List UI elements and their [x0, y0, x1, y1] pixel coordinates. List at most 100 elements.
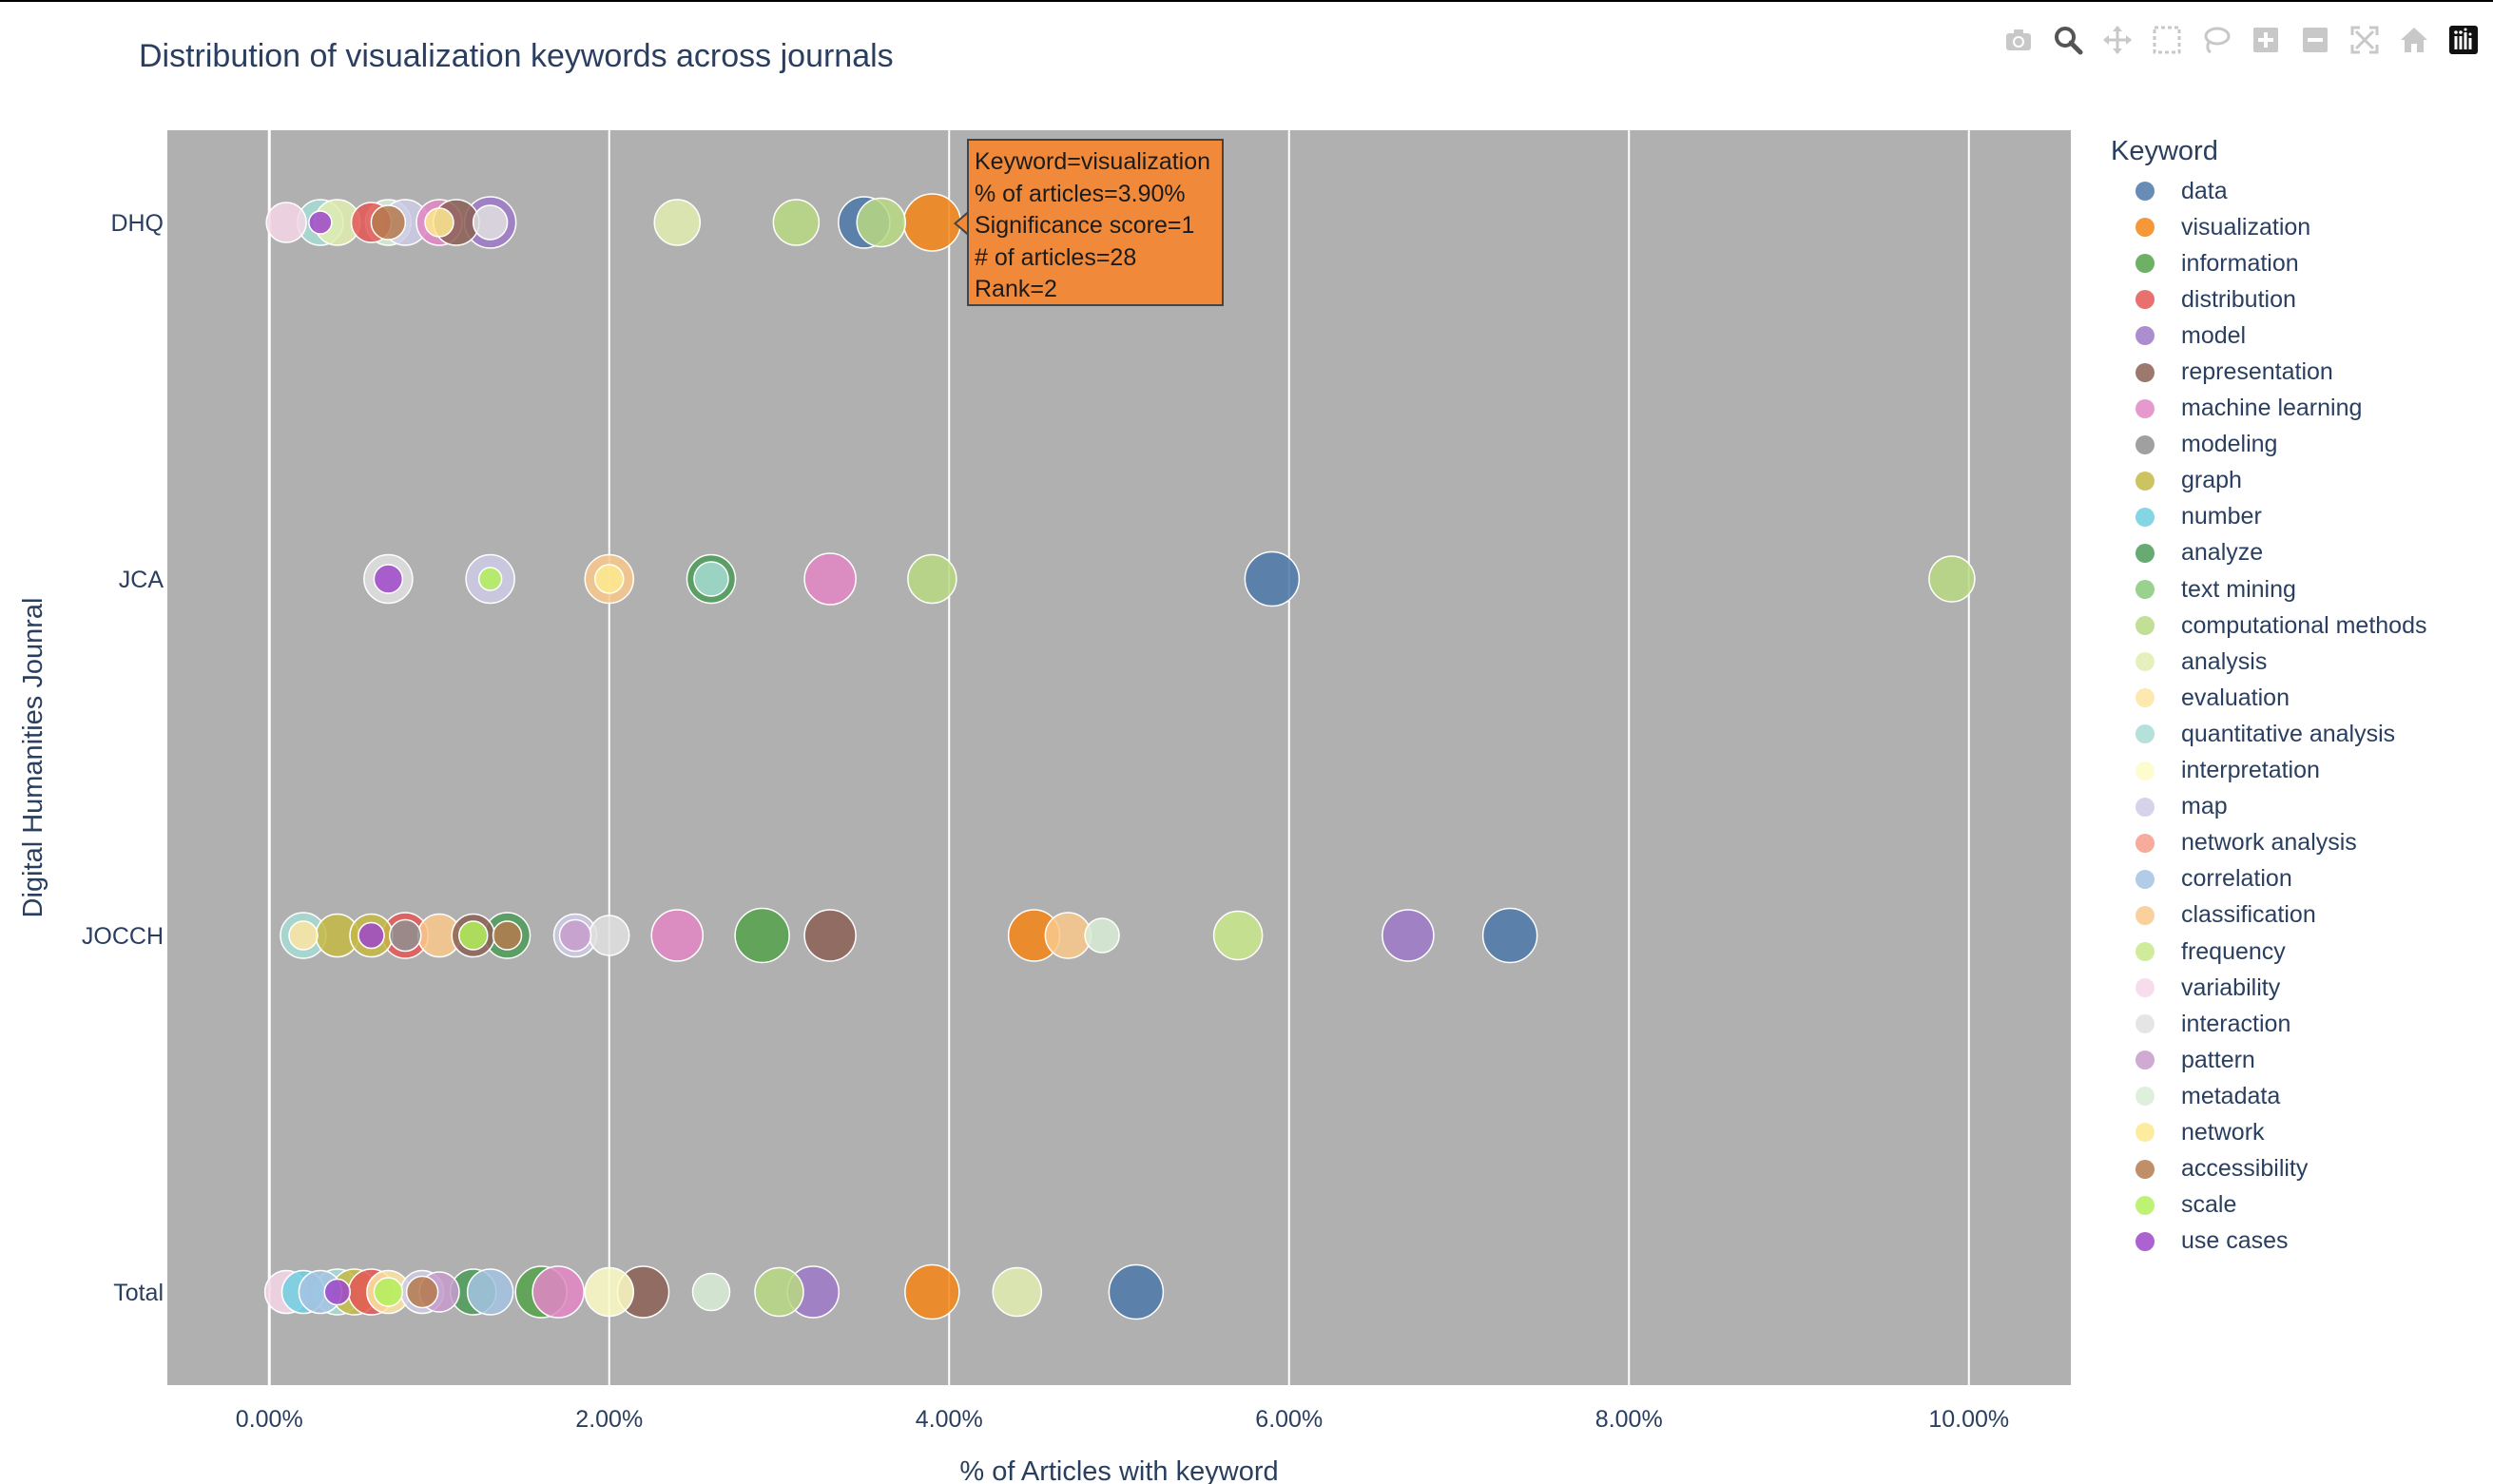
legend-item[interactable]: network: [2111, 1114, 2426, 1150]
data-point[interactable]: [1382, 909, 1435, 962]
legend-item[interactable]: map: [2111, 789, 2426, 825]
data-point[interactable]: [405, 1275, 439, 1309]
data-point[interactable]: [370, 204, 407, 241]
legend-label: pattern: [2181, 1046, 2255, 1073]
legend-item[interactable]: metadata: [2111, 1078, 2426, 1114]
data-point[interactable]: [754, 1266, 804, 1318]
legend-item[interactable]: correlation: [2111, 861, 2426, 897]
legend-marker: [2135, 688, 2155, 708]
legend-item[interactable]: information: [2111, 245, 2426, 281]
data-point[interactable]: [531, 1265, 585, 1319]
data-point[interactable]: [904, 1263, 960, 1320]
legend-item[interactable]: variability: [2111, 970, 2426, 1006]
x-tick-label: 4.00%: [916, 1406, 983, 1433]
data-point[interactable]: [734, 907, 790, 964]
legend-label: map: [2181, 793, 2228, 820]
data-point[interactable]: [691, 1272, 731, 1312]
data-point[interactable]: [424, 207, 454, 238]
legend-item[interactable]: representation: [2111, 354, 2426, 390]
legend-item[interactable]: interpretation: [2111, 753, 2426, 789]
legend-item[interactable]: interaction: [2111, 1006, 2426, 1042]
legend-label: distribution: [2181, 285, 2296, 313]
data-point[interactable]: [907, 553, 957, 605]
data-point[interactable]: [803, 909, 857, 962]
legend-marker: [2135, 652, 2155, 672]
home-icon[interactable]: [2396, 22, 2432, 58]
legend-item[interactable]: computational methods: [2111, 607, 2426, 644]
data-point[interactable]: [589, 915, 630, 956]
plotly-logo-icon[interactable]: [2445, 22, 2482, 58]
y-axis-label: Digital Humanities Jounral: [18, 598, 48, 918]
legend-item[interactable]: distribution: [2111, 281, 2426, 318]
legend-item[interactable]: analysis: [2111, 644, 2426, 680]
data-point[interactable]: [653, 199, 701, 246]
data-point[interactable]: [693, 561, 729, 597]
data-point[interactable]: [1212, 910, 1264, 961]
x-tick-label: 0.00%: [236, 1406, 303, 1433]
legend-item[interactable]: analyze: [2111, 535, 2426, 571]
data-point[interactable]: [803, 552, 857, 606]
data-point[interactable]: [1481, 907, 1538, 964]
data-point[interactable]: [856, 197, 906, 248]
data-point[interactable]: [373, 564, 404, 594]
legend-marker: [2135, 1195, 2155, 1215]
legend-item[interactable]: pattern: [2111, 1042, 2426, 1078]
legend-item[interactable]: graph: [2111, 463, 2426, 499]
y-tick-label: DHQ: [110, 210, 164, 237]
plot-area[interactable]: [167, 130, 2071, 1385]
zoom-out-icon[interactable]: [2297, 22, 2333, 58]
legend-item[interactable]: data: [2111, 173, 2426, 209]
data-point[interactable]: [1928, 555, 1976, 603]
zoom-icon[interactable]: [2050, 22, 2086, 58]
data-point[interactable]: [1044, 912, 1092, 959]
legend-item[interactable]: quantitative analysis: [2111, 716, 2426, 752]
data-point[interactable]: [466, 1268, 514, 1316]
data-point[interactable]: [650, 909, 704, 962]
data-point[interactable]: [902, 193, 962, 252]
data-point[interactable]: [472, 204, 509, 241]
legend-item[interactable]: accessibility: [2111, 1151, 2426, 1187]
legend-item[interactable]: modeling: [2111, 427, 2426, 463]
pan-icon[interactable]: [2099, 22, 2135, 58]
legend-item[interactable]: classification: [2111, 897, 2426, 934]
legend-item[interactable]: network analysis: [2111, 825, 2426, 861]
data-point[interactable]: [458, 920, 489, 951]
data-point[interactable]: [389, 918, 422, 953]
camera-icon[interactable]: [2000, 22, 2037, 58]
legend-item[interactable]: machine learning: [2111, 391, 2426, 427]
legend-marker: [2135, 398, 2155, 418]
data-point[interactable]: [477, 567, 503, 591]
data-point[interactable]: [358, 921, 385, 950]
data-point[interactable]: [492, 920, 523, 951]
legend-item[interactable]: frequency: [2111, 934, 2426, 970]
lasso-icon[interactable]: [2198, 22, 2234, 58]
legend-item[interactable]: number: [2111, 499, 2426, 535]
legend-item[interactable]: use cases: [2111, 1224, 2426, 1260]
box-select-icon[interactable]: [2149, 22, 2185, 58]
zoom-in-icon[interactable]: [2248, 22, 2284, 58]
legend-item[interactable]: visualization: [2111, 209, 2426, 245]
data-point[interactable]: [558, 918, 592, 953]
data-point[interactable]: [992, 1266, 1042, 1318]
data-point[interactable]: [288, 920, 319, 951]
data-point[interactable]: [1108, 1263, 1165, 1320]
legend-marker: [2135, 1159, 2155, 1179]
tooltip-keyword: Keyword=visualization: [975, 148, 1211, 175]
y-tick-labels: DHQ JCA JOCCH Total: [82, 210, 164, 1306]
data-point[interactable]: [1244, 550, 1301, 607]
legend-item[interactable]: scale: [2111, 1187, 2426, 1224]
legend-item[interactable]: text mining: [2111, 571, 2426, 607]
data-point[interactable]: [265, 202, 307, 243]
data-point[interactable]: [323, 1278, 351, 1306]
data-point[interactable]: [772, 199, 821, 246]
data-point[interactable]: [584, 1266, 634, 1318]
legend-item[interactable]: model: [2111, 318, 2426, 354]
legend-item[interactable]: evaluation: [2111, 680, 2426, 716]
legend-marker: [2135, 905, 2155, 925]
data-point[interactable]: [594, 564, 625, 594]
data-point[interactable]: [308, 210, 333, 235]
data-point[interactable]: [1084, 917, 1120, 954]
autoscale-icon[interactable]: [2347, 22, 2383, 58]
data-point[interactable]: [373, 1277, 404, 1307]
tooltip-article-count: # of articles=28: [975, 243, 1137, 271]
